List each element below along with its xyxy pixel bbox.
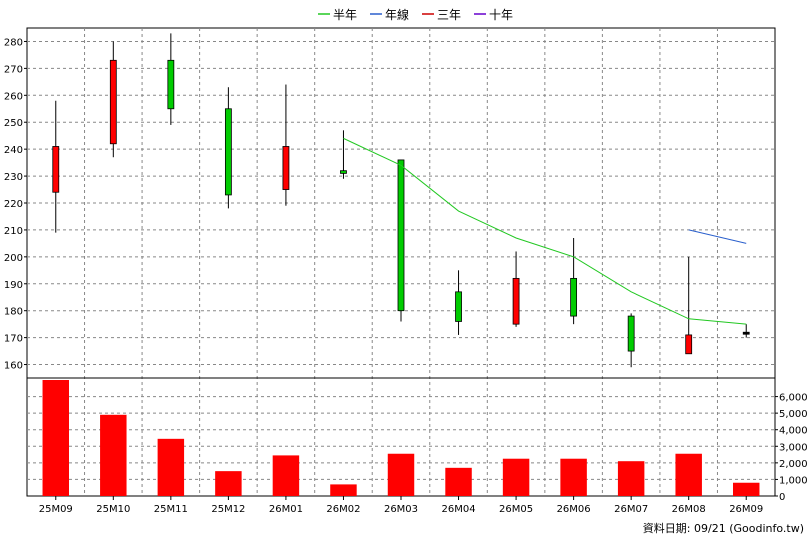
volume-bar	[42, 380, 70, 496]
price-tick-label: 250	[4, 118, 23, 129]
legend-label: 年線	[385, 7, 409, 22]
volume-tick-label: 4,000	[779, 426, 808, 437]
price-tick-label: 240	[4, 145, 23, 156]
price-tick-label: 280	[4, 37, 23, 48]
candle-body	[570, 277, 578, 317]
price-tick-label: 270	[4, 64, 23, 75]
x-tick-label: 26M06	[557, 504, 591, 515]
x-tick-label: 26M09	[729, 504, 763, 515]
volume-bar	[502, 458, 530, 496]
candle-body	[455, 291, 462, 322]
x-tick-label: 25M11	[154, 504, 188, 515]
price-tick-label: 180	[4, 307, 23, 318]
volume-bar	[272, 455, 300, 496]
volume-tick-label: 6,000	[779, 393, 808, 404]
volume-tick-label: 3,000	[779, 442, 808, 453]
candle-body	[109, 59, 117, 145]
ma-line-半年	[343, 137, 747, 325]
price-tick-label: 220	[4, 199, 23, 210]
legend-label: 十年	[489, 8, 513, 22]
x-tick-label: 25M12	[211, 504, 245, 515]
candle-body	[224, 108, 232, 196]
volume-bar	[387, 453, 415, 496]
volume-panel: 0 1,000 2,000 3,000 4,000 5,000 6,000	[26, 377, 808, 503]
legend-label: 三年	[437, 8, 461, 22]
candle-body	[627, 315, 635, 352]
candle-body	[167, 59, 175, 110]
legend-label: 半年	[333, 8, 357, 22]
volume-tick-label: 2,000	[779, 459, 808, 470]
price-tick-label: 200	[4, 253, 23, 264]
volume-bar	[215, 471, 242, 496]
price-tick-label: 170	[4, 334, 23, 345]
x-tick-label: 25M10	[96, 504, 130, 515]
volume-bar	[445, 467, 472, 496]
legend: 半年 年線 三年 十年	[318, 7, 513, 22]
candle-body	[282, 146, 290, 190]
price-tick-label: 190	[4, 280, 23, 291]
volume-bar	[560, 458, 587, 496]
data-date-footer: 資料日期: 09/21 (Goodinfo.tw)	[643, 521, 804, 535]
x-tick-label: 26M02	[326, 504, 360, 515]
volume-bar	[675, 453, 702, 496]
x-tick-label: 26M08	[672, 504, 706, 515]
price-tick-label: 260	[4, 91, 23, 102]
volume-tick-label: 5,000	[779, 409, 808, 420]
price-tick-label: 230	[4, 172, 23, 183]
candle-body	[512, 277, 520, 325]
candle-body	[52, 146, 60, 193]
x-tick-label: 26M05	[499, 504, 533, 515]
volume-bar	[617, 461, 645, 496]
x-axis: 25M09 25M10 25M11 25M12 26M01 26M02 26M03 26M04…	[39, 496, 763, 515]
price-tick-label: 160	[4, 361, 23, 372]
price-tick-label: 210	[4, 226, 23, 237]
ma-line-年線	[688, 229, 747, 244]
volume-bar	[100, 414, 127, 496]
volume-tick-label: 0	[779, 492, 785, 503]
x-tick-label: 26M03	[384, 504, 418, 515]
candle-body	[340, 170, 347, 174]
volume-bar	[732, 482, 760, 496]
volume-bar	[330, 484, 357, 496]
candle-body	[742, 331, 750, 335]
volume-bar	[157, 438, 185, 496]
volume-tick-label: 1,000	[779, 475, 808, 486]
candle-body	[397, 159, 405, 312]
x-tick-label: 26M04	[441, 504, 475, 515]
x-tick-label: 26M07	[614, 504, 648, 515]
x-tick-label: 25M09	[39, 504, 73, 515]
x-tick-label: 26M01	[269, 504, 303, 515]
candle-body	[685, 334, 693, 355]
